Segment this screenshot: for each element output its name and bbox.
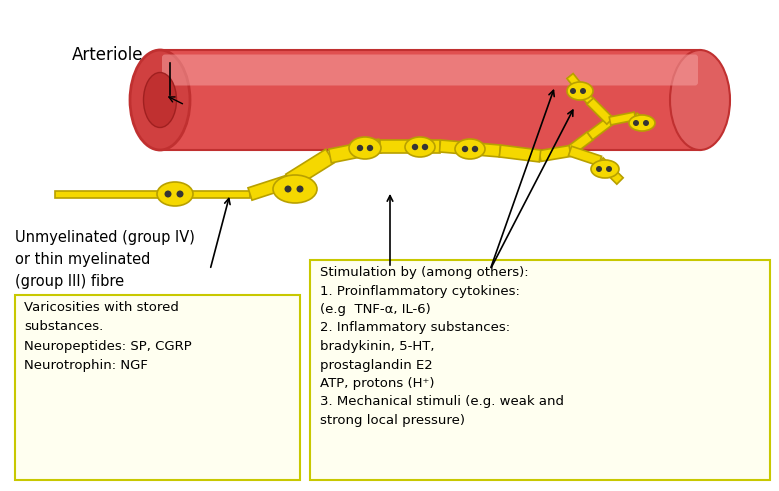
- Text: Unmyelinated (group IV)
or thin myelinated
(group III) fibre: Unmyelinated (group IV) or thin myelinat…: [15, 230, 195, 289]
- Circle shape: [580, 88, 586, 94]
- Circle shape: [284, 186, 291, 192]
- Text: Varicosities with stored
substances.
Neuropeptides: SP, CGRP
Neurotrophin: NGF: Varicosities with stored substances. Neu…: [24, 301, 192, 373]
- Circle shape: [421, 144, 428, 150]
- Polygon shape: [499, 145, 541, 162]
- Ellipse shape: [567, 82, 593, 100]
- Circle shape: [177, 191, 184, 197]
- Polygon shape: [569, 146, 601, 166]
- Ellipse shape: [273, 175, 317, 203]
- Ellipse shape: [455, 139, 485, 159]
- Ellipse shape: [349, 137, 381, 159]
- Ellipse shape: [143, 73, 177, 128]
- Circle shape: [462, 146, 468, 152]
- Polygon shape: [286, 149, 334, 188]
- Polygon shape: [609, 112, 636, 125]
- Polygon shape: [597, 158, 623, 184]
- Circle shape: [596, 166, 602, 172]
- Ellipse shape: [591, 160, 619, 178]
- Polygon shape: [329, 139, 382, 163]
- Circle shape: [297, 186, 304, 192]
- Circle shape: [570, 88, 576, 94]
- Polygon shape: [539, 145, 571, 162]
- Polygon shape: [567, 132, 593, 155]
- Circle shape: [643, 120, 649, 126]
- Circle shape: [367, 145, 373, 151]
- Polygon shape: [633, 113, 652, 129]
- Text: Arteriole: Arteriole: [72, 46, 143, 64]
- Text: Stimulation by (among others):
1. Proinflammatory cytokines:
(e.g  TNF-α, IL-6)
: Stimulation by (among others): 1. Proinf…: [320, 266, 564, 427]
- Circle shape: [412, 144, 418, 150]
- Polygon shape: [248, 175, 292, 200]
- Circle shape: [606, 166, 612, 172]
- FancyBboxPatch shape: [162, 55, 698, 85]
- Ellipse shape: [629, 115, 655, 131]
- Polygon shape: [587, 98, 613, 124]
- Circle shape: [164, 191, 171, 197]
- FancyBboxPatch shape: [160, 50, 700, 150]
- Polygon shape: [567, 74, 593, 104]
- Polygon shape: [380, 139, 440, 153]
- Polygon shape: [439, 140, 500, 157]
- Ellipse shape: [157, 182, 193, 206]
- Ellipse shape: [405, 137, 435, 157]
- Circle shape: [357, 145, 363, 151]
- Polygon shape: [587, 117, 613, 139]
- Circle shape: [633, 120, 639, 126]
- FancyBboxPatch shape: [310, 260, 770, 480]
- FancyBboxPatch shape: [15, 295, 300, 480]
- Ellipse shape: [130, 50, 190, 150]
- Ellipse shape: [670, 50, 730, 150]
- Circle shape: [472, 146, 478, 152]
- Polygon shape: [55, 191, 250, 197]
